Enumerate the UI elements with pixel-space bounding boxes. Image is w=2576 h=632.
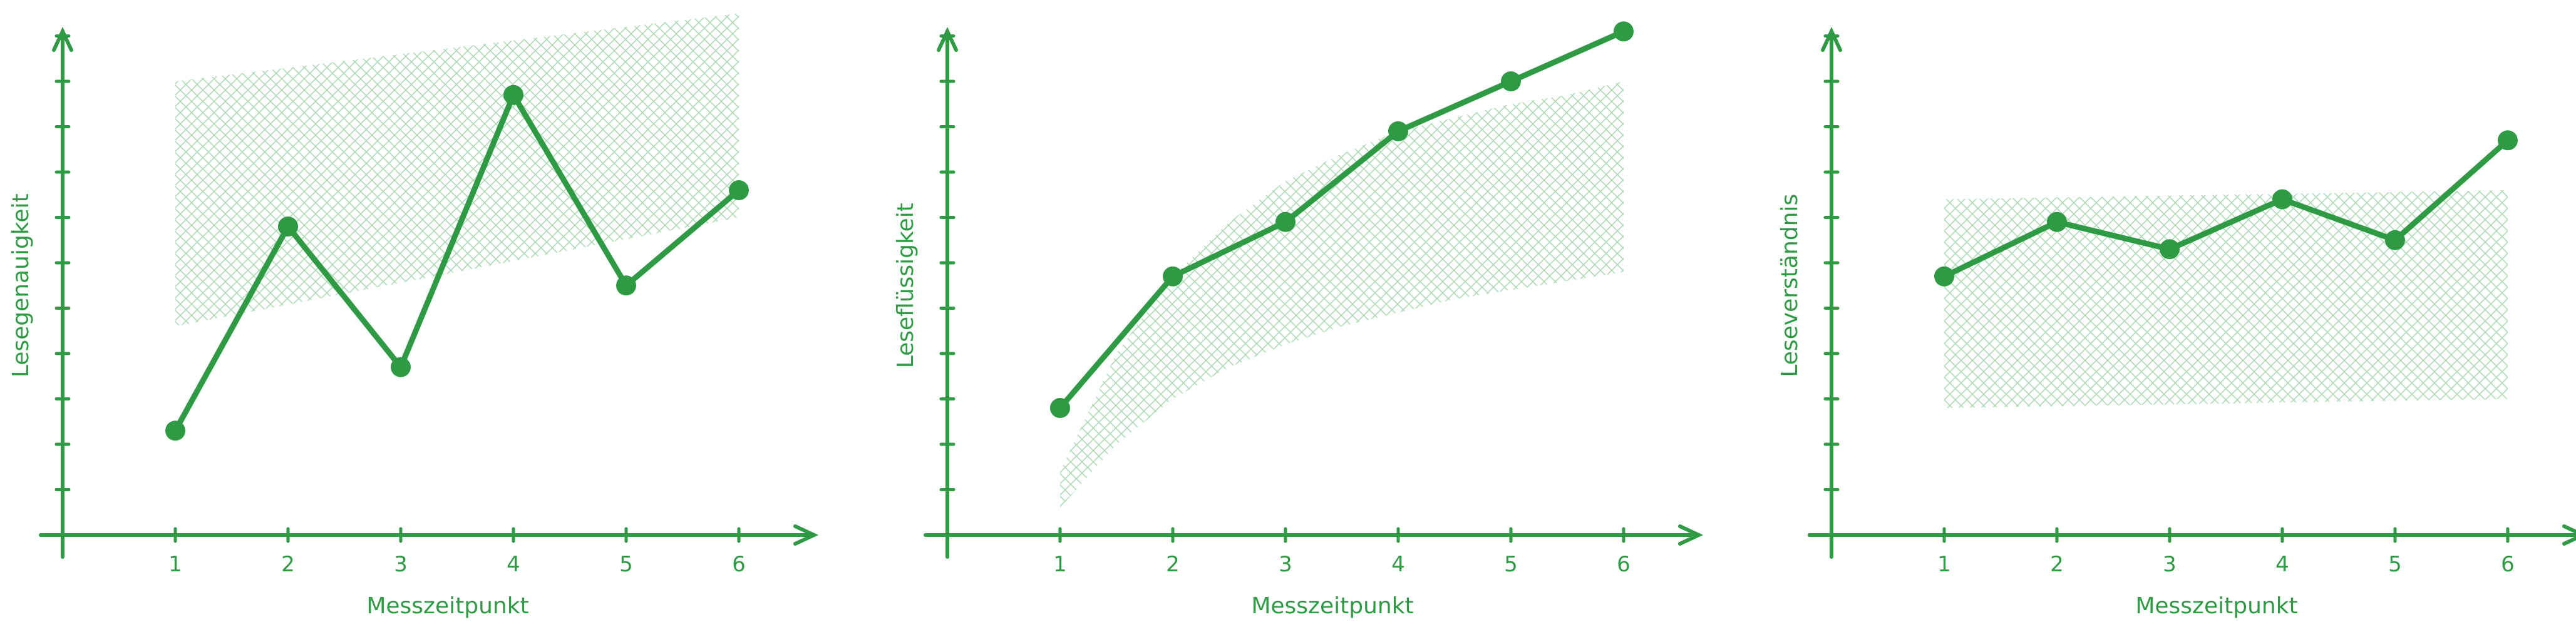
- chart-1: 1 2 3 4 5 6 Messzeitpunkt Lesegenauigkeit: [8, 13, 819, 619]
- x-tick-label: 2: [1166, 552, 1180, 577]
- data-point: [391, 357, 411, 377]
- data-point: [616, 275, 636, 296]
- charts-layer: 1 2 3 4 5 6 Messzeitpunkt Lesegenauigkeit 1 2 3 4 5 6…: [8, 13, 2576, 619]
- x-tick-label: 1: [1937, 552, 1951, 577]
- data-point: [278, 217, 298, 237]
- series-line: [1057, 28, 1627, 411]
- x-axis-arrow: [2562, 524, 2576, 546]
- x-tick-label: 3: [2163, 552, 2177, 577]
- data-point: [2160, 239, 2180, 260]
- x-tick-label: 3: [394, 552, 408, 577]
- series-line: [1941, 137, 2511, 280]
- x-tick-label: 4: [1391, 552, 1405, 577]
- data-point: [1050, 398, 1070, 418]
- data-point: [1614, 21, 1634, 42]
- y-axis-title: Leseflüssigkeit: [893, 203, 919, 368]
- data-point: [729, 180, 749, 200]
- x-axis-title: Messzeitpunkt: [366, 593, 528, 619]
- data-point: [503, 84, 523, 105]
- y-axis-arrow: [937, 26, 958, 52]
- shaded-band: [1944, 190, 2508, 408]
- data-point: [1501, 71, 1521, 91]
- y-axis-arrow: [52, 26, 73, 52]
- x-tick-label: 1: [1053, 552, 1067, 577]
- data-point: [2047, 212, 2067, 232]
- y-axis-title: Leseverständnis: [1777, 194, 1803, 377]
- x-tick-label: 6: [2501, 552, 2515, 577]
- x-tick-label: 3: [1279, 552, 1292, 577]
- data-point: [1163, 266, 1183, 287]
- x-tick-label: 5: [2388, 552, 2402, 577]
- x-tick-label: 5: [619, 552, 633, 577]
- y-axis-title: Lesegenauigkeit: [8, 193, 34, 377]
- x-axis-title: Messzeitpunkt: [2135, 593, 2297, 619]
- data-point: [165, 420, 185, 441]
- x-tick-label: 2: [2050, 552, 2064, 577]
- data-point: [1934, 266, 1954, 287]
- y-axis-arrow: [1821, 26, 1842, 52]
- x-tick-label: 1: [168, 552, 182, 577]
- x-tick-label: 4: [507, 552, 520, 577]
- shaded-band: [1060, 81, 1624, 508]
- data-point: [2385, 230, 2405, 250]
- x-tick-label: 6: [732, 552, 746, 577]
- data-point: [1388, 121, 1408, 141]
- x-tick-label: 6: [1617, 552, 1631, 577]
- data-point: [2498, 130, 2518, 151]
- x-tick-label: 5: [1504, 552, 1518, 577]
- x-tick-label: 4: [2275, 552, 2289, 577]
- x-axis-arrow: [793, 524, 819, 546]
- chart-3: 1 2 3 4 5 6 Messzeitpunkt Leseverständnis: [1777, 26, 2576, 619]
- series-line: [172, 92, 742, 434]
- chart-2: 1 2 3 4 5 6 Messzeitpunkt Leseflüssigkeit: [893, 21, 1704, 619]
- shaded-band: [175, 13, 739, 327]
- data-point: [2272, 189, 2292, 210]
- x-axis-title: Messzeitpunkt: [1251, 593, 1413, 619]
- data-point: [1275, 212, 1296, 232]
- x-axis-arrow: [1678, 524, 1704, 546]
- x-tick-label: 2: [281, 552, 295, 577]
